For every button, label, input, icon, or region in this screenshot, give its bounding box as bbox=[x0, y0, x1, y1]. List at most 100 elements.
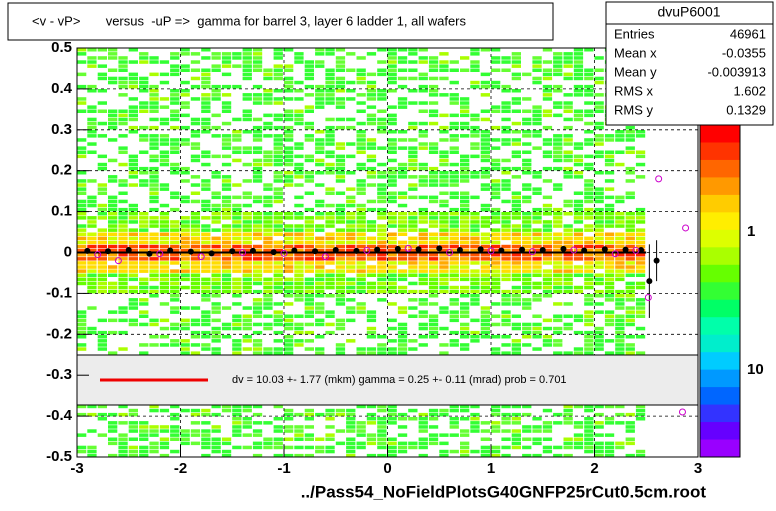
density-cell bbox=[77, 154, 87, 159]
density-cell bbox=[491, 314, 501, 318]
density-cell bbox=[428, 232, 439, 236]
density-cell bbox=[625, 425, 635, 429]
density-cell bbox=[449, 150, 459, 154]
density-cell bbox=[190, 330, 201, 335]
density-cell bbox=[522, 281, 532, 286]
density-cell bbox=[418, 121, 428, 126]
density-cell bbox=[242, 408, 252, 413]
density-cell bbox=[87, 265, 97, 269]
density-cell bbox=[418, 281, 428, 286]
density-cell bbox=[501, 216, 511, 220]
density-cell bbox=[366, 207, 377, 212]
density-cell bbox=[615, 257, 625, 261]
density-cell bbox=[77, 445, 87, 450]
density-cell bbox=[170, 56, 180, 60]
density-cell bbox=[118, 244, 128, 249]
x-tick-label: 2 bbox=[590, 460, 598, 477]
density-cell bbox=[108, 48, 118, 52]
density-cell bbox=[553, 207, 563, 212]
density-cell bbox=[284, 236, 294, 241]
density-cell bbox=[397, 445, 408, 450]
density-cell bbox=[542, 97, 553, 101]
density-cell bbox=[190, 224, 201, 228]
density-cell bbox=[139, 265, 149, 269]
density-cell bbox=[584, 417, 594, 421]
density-cell bbox=[573, 146, 584, 150]
density-cell bbox=[284, 216, 294, 220]
density-cell bbox=[470, 216, 480, 220]
density-cell bbox=[242, 445, 252, 450]
density-cell bbox=[211, 265, 221, 269]
density-cell bbox=[139, 322, 149, 327]
density-cell bbox=[149, 425, 159, 429]
density-cell bbox=[491, 281, 501, 286]
density-cell bbox=[573, 93, 584, 97]
density-cell bbox=[201, 93, 211, 97]
density-cell bbox=[77, 449, 87, 454]
density-cell bbox=[387, 318, 397, 323]
density-cell bbox=[532, 347, 542, 351]
fit-legend-text: dv = 10.03 +- 1.77 (mkm) gamma = 0.25 +-… bbox=[232, 374, 567, 386]
density-cell bbox=[232, 138, 242, 142]
density-cell bbox=[439, 248, 449, 253]
density-cell bbox=[77, 109, 87, 113]
density-cell bbox=[118, 84, 128, 89]
density-cell bbox=[449, 175, 459, 179]
density-cell bbox=[263, 289, 273, 294]
density-cell bbox=[418, 207, 428, 212]
density-cell bbox=[221, 408, 232, 413]
density-cell bbox=[180, 105, 190, 109]
density-cell bbox=[294, 195, 304, 200]
density-cell bbox=[491, 289, 501, 294]
density-cell bbox=[604, 453, 615, 458]
density-cell bbox=[346, 412, 356, 417]
density-cell bbox=[128, 216, 138, 220]
density-cell bbox=[335, 351, 346, 355]
density-cell bbox=[542, 273, 553, 277]
density-cell bbox=[428, 289, 439, 294]
density-cell bbox=[584, 228, 594, 232]
density-cell bbox=[625, 335, 635, 339]
density-cell bbox=[242, 265, 252, 269]
density-cell bbox=[87, 134, 97, 138]
density-cell bbox=[449, 425, 459, 429]
density-cell bbox=[263, 150, 273, 154]
density-cell bbox=[460, 289, 470, 294]
density-cell bbox=[232, 84, 242, 89]
density-cell bbox=[201, 179, 211, 183]
density-cell bbox=[335, 175, 346, 179]
density-cell bbox=[201, 117, 211, 122]
density-cell bbox=[542, 281, 553, 286]
density-cell bbox=[522, 269, 532, 273]
density-cell bbox=[615, 343, 625, 347]
density-cell bbox=[387, 232, 397, 236]
density-cell bbox=[325, 72, 335, 77]
density-cell bbox=[470, 335, 480, 339]
density-cell bbox=[584, 318, 594, 323]
density-cell bbox=[97, 154, 107, 159]
density-cell bbox=[346, 232, 356, 236]
density-cell bbox=[118, 281, 128, 286]
density-cell bbox=[387, 248, 397, 253]
density-cell bbox=[584, 187, 594, 191]
density-cell bbox=[594, 248, 604, 253]
density-cell bbox=[470, 417, 480, 421]
density-cell bbox=[377, 261, 387, 265]
density-cell bbox=[211, 191, 221, 195]
density-cell bbox=[335, 212, 346, 216]
density-cell bbox=[325, 269, 335, 273]
density-cell bbox=[284, 183, 294, 187]
density-cell bbox=[573, 142, 584, 146]
density-cell bbox=[252, 429, 263, 433]
density-cell bbox=[159, 60, 170, 64]
density-cell bbox=[159, 281, 170, 286]
y-tick-label: 0.1 bbox=[51, 203, 72, 220]
density-cell bbox=[604, 310, 615, 314]
density-cell bbox=[501, 421, 511, 425]
mean-point bbox=[239, 249, 247, 256]
density-cell bbox=[335, 298, 346, 302]
density-cell bbox=[563, 154, 573, 159]
density-cell bbox=[449, 277, 459, 282]
density-cell bbox=[128, 166, 138, 171]
density-cell bbox=[201, 187, 211, 191]
